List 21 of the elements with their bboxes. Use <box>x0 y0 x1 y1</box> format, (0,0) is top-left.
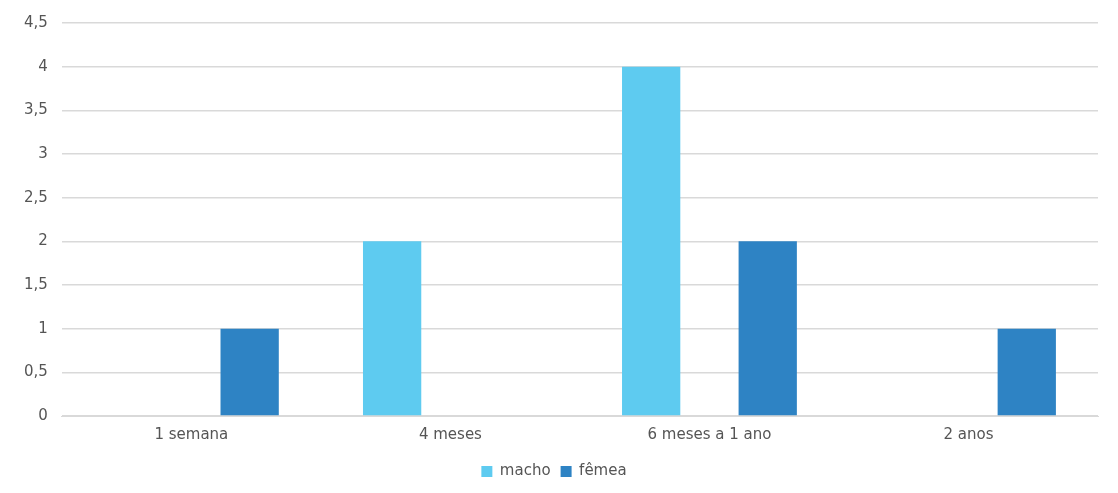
bar <box>362 241 422 416</box>
y-tick-label: 4 <box>38 56 48 75</box>
legend-label: fêmea <box>579 461 627 480</box>
y-tick-label: 2 <box>38 231 48 250</box>
y-tick-label: 4,5 <box>24 12 48 31</box>
y-tick-label: 1 <box>38 318 48 337</box>
y-tick-label: 3,5 <box>24 100 48 119</box>
x-tick-label: 2 anos <box>943 424 994 443</box>
bar <box>997 328 1056 416</box>
y-tick-label: 0 <box>38 405 48 424</box>
bar <box>220 328 279 416</box>
y-tick-label: 0,5 <box>24 362 48 381</box>
legend-label: macho <box>499 461 551 480</box>
x-tick-label: 6 meses a 1 ano <box>647 424 772 443</box>
y-tick-label: 2,5 <box>24 187 48 206</box>
y-tick-label: 1,5 <box>24 274 48 293</box>
x-tick-label: 4 meses <box>418 424 483 443</box>
bar <box>622 66 681 416</box>
x-tick-label: 1 semana <box>154 424 229 443</box>
bar <box>738 241 797 416</box>
y-tick-label: 3 <box>38 143 48 162</box>
